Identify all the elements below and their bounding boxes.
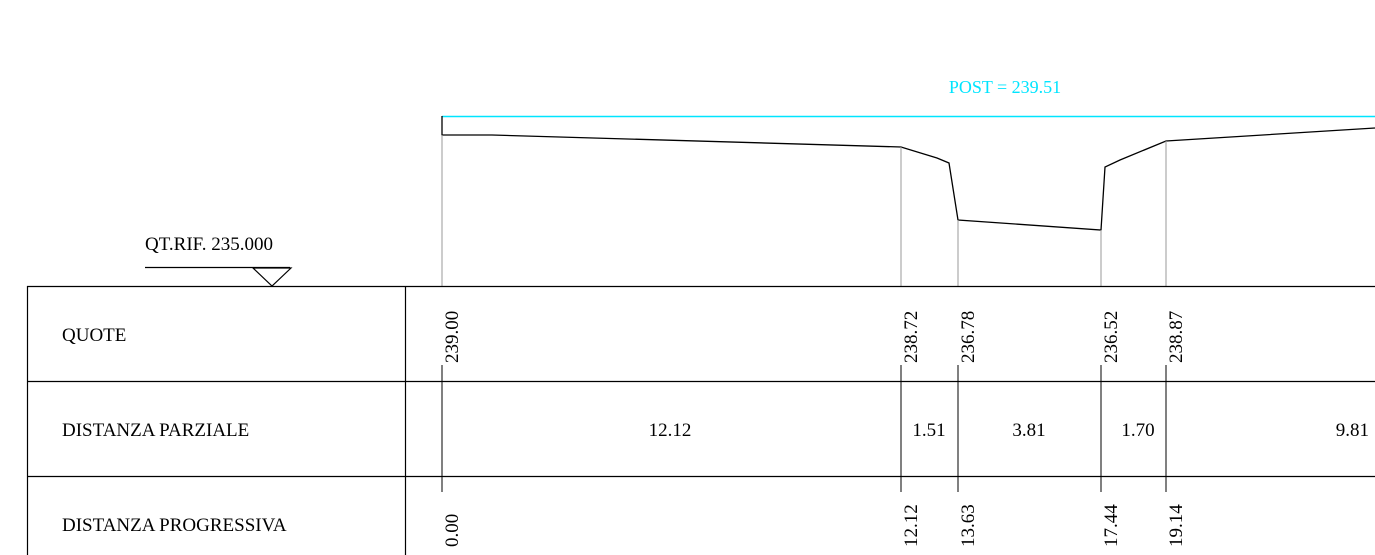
post-label: POST = 239.51 (949, 77, 1061, 97)
terrain-profile-line (441, 116, 1375, 231)
progressive-value: 17.44 (1101, 504, 1122, 547)
partial-value: 3.81 (1012, 420, 1045, 441)
row-label-partial: DISTANZA PARZIALE (62, 420, 249, 441)
reference-triangle-icon (251, 267, 293, 287)
progressive-value: 0.00 (442, 514, 463, 547)
row-label-quote: QUOTE (62, 325, 126, 346)
partial-value: 12.12 (649, 420, 692, 441)
reference-label: QT.RIF. 235.000 (145, 234, 273, 255)
quota-value: 238.72 (901, 311, 922, 363)
quota-value: 239.00 (442, 311, 463, 363)
partial-value: 9.81 (1336, 420, 1369, 441)
progressive-value: 13.63 (958, 504, 979, 547)
partial-value: 1.51 (912, 420, 945, 441)
partial-value: 1.70 (1121, 420, 1154, 441)
quota-value: 236.52 (1101, 311, 1122, 363)
progressive-value: 12.12 (901, 504, 922, 547)
row-label-progressive: DISTANZA PROGRESSIVA (62, 515, 287, 536)
progressive-value: 19.14 (1166, 504, 1187, 547)
quota-value: 236.78 (958, 311, 979, 363)
quota-value: 238.87 (1166, 311, 1187, 363)
